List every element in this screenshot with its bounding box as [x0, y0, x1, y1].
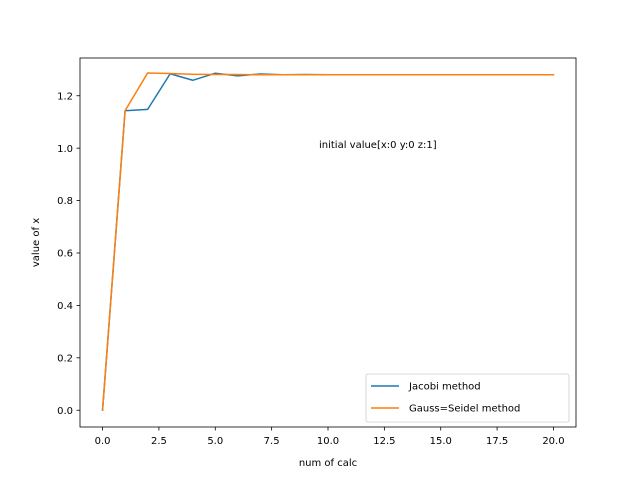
- plot-area: [101, 72, 555, 412]
- y-tick-label: 0.0: [57, 406, 73, 417]
- legend: Jacobi method Gauss=Seidel method: [365, 373, 570, 423]
- x-axis-ticks: 0.0 2.5 5.0 7.5 10.0 12.5 15.0 17.5 20.0: [95, 427, 565, 447]
- y-tick-label: 1.0: [57, 144, 73, 155]
- x-axis-label: num of calc: [299, 458, 357, 469]
- legend-label: Gauss=Seidel method: [409, 404, 520, 415]
- x-tick-label: 7.5: [264, 436, 280, 447]
- x-tick-label: 20.0: [542, 436, 564, 447]
- y-axis-label: value of x: [31, 218, 42, 267]
- y-tick-label: 0.2: [57, 353, 73, 364]
- y-tick-label: 0.6: [57, 249, 73, 260]
- x-tick-label: 5.0: [207, 436, 223, 447]
- y-tick-label: 1.2: [57, 91, 73, 102]
- y-tick-label: 0.8: [57, 196, 73, 207]
- x-tick-label: 2.5: [151, 436, 167, 447]
- x-tick-label: 17.5: [486, 436, 508, 447]
- series-line-1: [101, 72, 555, 412]
- y-tick-label: 0.4: [57, 301, 73, 312]
- legend-box: [365, 373, 570, 423]
- x-tick-label: 0.0: [95, 436, 111, 447]
- x-tick-label: 12.5: [373, 436, 395, 447]
- y-axis-ticks: 0.0 0.2 0.4 0.6 0.8 1.0 1.2: [57, 91, 80, 417]
- x-tick-label: 15.0: [430, 436, 452, 447]
- chart-annotation: initial value[x:0 y:0 z:1]: [319, 140, 437, 151]
- x-tick-label: 10.0: [317, 436, 339, 447]
- legend-label: Jacobi method: [408, 382, 481, 393]
